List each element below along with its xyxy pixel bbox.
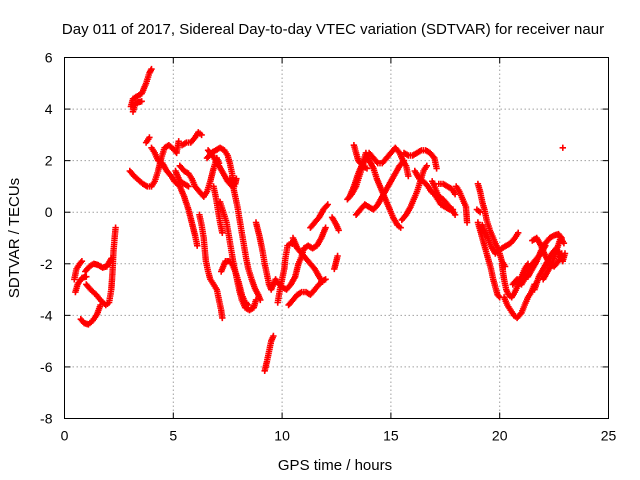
data-point bbox=[185, 183, 192, 190]
y-tick-label: 0 bbox=[45, 204, 53, 220]
data-point bbox=[83, 273, 90, 280]
data-point bbox=[270, 332, 277, 340]
data-point bbox=[194, 242, 201, 249]
grid bbox=[64, 57, 609, 419]
y-axis-label: SDTVAR / TECUs bbox=[6, 178, 23, 298]
y-tick-label: -2 bbox=[40, 256, 53, 272]
x-tick-label: 15 bbox=[383, 428, 399, 444]
data-point bbox=[399, 158, 407, 166]
y-tick-label: 6 bbox=[45, 50, 53, 66]
y-tick-label: 2 bbox=[45, 153, 53, 169]
data-point bbox=[324, 201, 331, 208]
data-point bbox=[373, 158, 380, 166]
data-point bbox=[219, 314, 226, 322]
data-point bbox=[319, 278, 326, 285]
data-point bbox=[397, 224, 404, 231]
data-point bbox=[78, 258, 86, 265]
data-point bbox=[515, 229, 522, 236]
data-point bbox=[77, 259, 84, 266]
data-point bbox=[517, 310, 524, 318]
chart-title: Day 011 of 2017, Sidereal Day-to-day VTE… bbox=[62, 21, 604, 38]
axis-ticks bbox=[64, 57, 609, 419]
data-point bbox=[463, 219, 471, 226]
data-point bbox=[363, 165, 371, 172]
y-tick-label: -8 bbox=[40, 411, 53, 427]
data-point bbox=[233, 175, 240, 182]
data-point bbox=[257, 296, 264, 304]
data-point bbox=[451, 211, 459, 218]
y-tick-label: -6 bbox=[40, 359, 53, 375]
x-tick-label: 0 bbox=[61, 428, 69, 444]
data-points bbox=[71, 65, 569, 374]
data-point bbox=[405, 172, 412, 180]
y-tick-label: 4 bbox=[45, 101, 53, 117]
data-point bbox=[495, 292, 502, 300]
data-point bbox=[334, 252, 341, 260]
x-axis-label: GPS time / hours bbox=[278, 457, 392, 474]
data-point bbox=[335, 227, 342, 234]
x-tick-label: 5 bbox=[169, 428, 177, 444]
data-point bbox=[323, 202, 330, 209]
y-tick-labels: -8 -6 -4 -2 0 2 4 6 bbox=[40, 50, 53, 427]
data-point bbox=[433, 165, 440, 172]
data-point bbox=[148, 65, 155, 73]
data-point bbox=[175, 138, 182, 145]
x-tick-label: 10 bbox=[274, 428, 290, 444]
y-tick-label: -4 bbox=[40, 307, 53, 323]
data-point bbox=[198, 131, 205, 139]
data-point bbox=[219, 229, 226, 236]
data-point bbox=[146, 134, 153, 141]
data-point bbox=[400, 157, 408, 164]
plot-frame bbox=[64, 57, 609, 419]
x-tick-label: 20 bbox=[492, 428, 508, 444]
data-point bbox=[561, 250, 569, 257]
data-point bbox=[138, 98, 145, 105]
x-tick-label: 25 bbox=[601, 428, 617, 444]
data-point bbox=[112, 224, 119, 231]
data-point bbox=[322, 224, 329, 231]
data-point bbox=[430, 153, 437, 160]
data-point bbox=[559, 144, 566, 151]
x-tick-labels: 0 5 10 15 20 25 bbox=[61, 428, 617, 444]
data-point bbox=[423, 162, 430, 169]
data-point bbox=[560, 240, 568, 247]
